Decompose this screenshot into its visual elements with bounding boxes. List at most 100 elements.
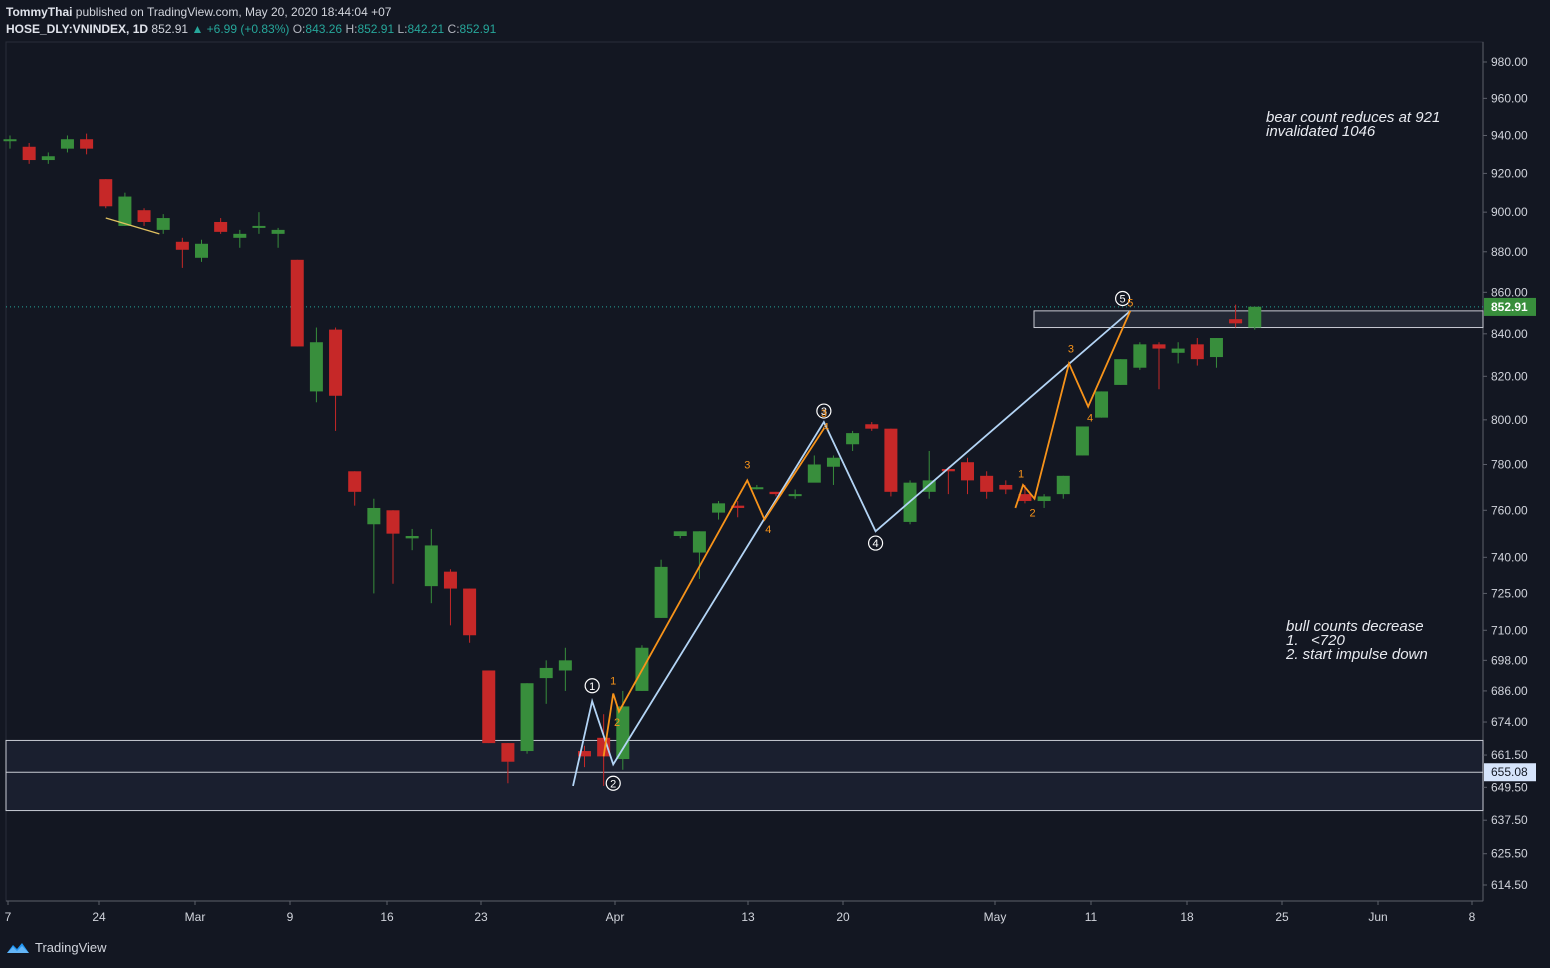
candle-body xyxy=(750,487,764,490)
symbol-name[interactable]: HOSE_DLY:VNINDEX, 1D xyxy=(6,22,149,36)
minor-wave-label: 3 xyxy=(1068,344,1074,356)
time-tick-label: 20 xyxy=(836,910,850,924)
candle-body xyxy=(980,475,994,492)
candle-body xyxy=(731,505,745,508)
candle-body xyxy=(367,507,381,525)
candle-body xyxy=(1037,496,1051,502)
brand-name: TradingView xyxy=(35,940,107,955)
last-price-tag-label: 852.91 xyxy=(1491,300,1528,314)
candle-body xyxy=(386,510,400,534)
minor-wave-label: 2 xyxy=(1030,508,1036,520)
close-value: 852.91 xyxy=(459,22,497,36)
candle-body xyxy=(252,225,266,228)
candle-body xyxy=(463,588,477,636)
candle-body xyxy=(1190,344,1204,360)
price-tick-label: 940.00 xyxy=(1491,128,1528,142)
candle-body xyxy=(712,503,726,513)
candle-body xyxy=(616,706,630,760)
price-tick-label: 740.00 xyxy=(1491,550,1528,564)
candle-body xyxy=(1114,359,1128,385)
time-axis[interactable]: 7 24 Mar 9 16 23 Apr 13 20 May 11 18 25 Jun 8 xyxy=(5,901,1476,924)
candle-body xyxy=(692,531,706,553)
minor-wave-label: 1 xyxy=(610,676,616,688)
price-tick-label: 661.50 xyxy=(1491,748,1528,762)
candle-body xyxy=(175,241,189,250)
candle-body xyxy=(348,471,362,492)
candle-body xyxy=(1248,306,1262,328)
candle-body xyxy=(214,221,228,232)
candle-body xyxy=(99,179,113,207)
major-wave-marker xyxy=(867,535,884,551)
open-label: O: xyxy=(292,22,306,36)
candle-body xyxy=(329,329,343,396)
candle-body xyxy=(865,424,879,429)
candle-body xyxy=(41,156,55,161)
candle-body xyxy=(195,243,208,258)
minor-wave-label: 4 xyxy=(1087,413,1093,425)
candle-body xyxy=(1152,344,1166,349)
major-wave-marker xyxy=(816,403,832,419)
minor-wave-label: 5 xyxy=(1127,298,1133,310)
close-label: C: xyxy=(447,22,460,36)
price-tick-label: 674.00 xyxy=(1491,715,1528,729)
author-name[interactable]: TommyThai xyxy=(6,5,73,19)
minor-wave-label: 4 xyxy=(823,421,829,433)
major-wave-label: 2 xyxy=(610,778,616,790)
candle-body xyxy=(884,428,898,492)
low-value: 842.21 xyxy=(407,22,445,36)
price-tick-label: 625.50 xyxy=(1491,847,1528,861)
level-price-tag-label: 655.08 xyxy=(1491,765,1528,779)
candle-body xyxy=(654,566,668,618)
symbol-legend: HOSE_DLY:VNINDEX, 1D 852.91 ▲ +6.99 (+0.… xyxy=(6,22,496,36)
candle-body xyxy=(922,480,936,492)
price-tick-label: 800.00 xyxy=(1491,413,1528,427)
minor-wave-label: 4 xyxy=(765,524,771,536)
major-wave-label: 3 xyxy=(821,406,827,418)
candle-body xyxy=(1209,338,1223,358)
price-zone-2 xyxy=(5,739,1484,812)
candles xyxy=(3,133,1262,786)
price-tick-label: 900.00 xyxy=(1491,205,1528,219)
price-tick-label: 880.00 xyxy=(1491,245,1528,259)
candle-body xyxy=(539,667,553,679)
price-tick-label: 649.50 xyxy=(1491,780,1528,794)
publish-line: published on TradingView.com, May 20, 20… xyxy=(72,5,392,19)
price-tick-label: 820.00 xyxy=(1491,369,1528,383)
candle-body xyxy=(846,433,860,445)
footer-brand[interactable]: TradingView xyxy=(6,940,107,955)
candle-body xyxy=(501,743,515,762)
publish-info: TommyThai published on TradingView.com, … xyxy=(6,5,391,19)
price-tick-label: 698.00 xyxy=(1491,653,1528,667)
trend-line xyxy=(105,217,160,235)
candle-body xyxy=(3,139,17,142)
price-tick-label: 840.00 xyxy=(1491,327,1528,341)
price-tick-label: 637.50 xyxy=(1491,813,1528,827)
last-price: 852.91 xyxy=(151,22,189,36)
last-price-tag xyxy=(1484,297,1536,316)
candle-body xyxy=(807,464,821,483)
candle-body xyxy=(558,660,572,671)
price-tick-label: 920.00 xyxy=(1491,166,1528,180)
candle-body xyxy=(1133,344,1147,368)
minor-wave-label: 2 xyxy=(614,717,620,729)
candle-body xyxy=(137,210,151,222)
price-tick-label: 860.00 xyxy=(1491,285,1528,299)
minor-wave-label: 3 xyxy=(821,408,827,420)
candle-body xyxy=(482,670,496,744)
candle-body xyxy=(80,139,94,149)
candle-body xyxy=(826,457,840,467)
price-tick-label: 960.00 xyxy=(1491,91,1528,105)
price-tick-label: 980.00 xyxy=(1491,55,1528,69)
major-wave-label: 4 xyxy=(873,538,879,550)
minor-wave-label: 1 xyxy=(1018,469,1024,481)
bear-count-note: bear count reduces at 921 invalidated 10… xyxy=(1266,109,1441,140)
low-label: L: xyxy=(397,22,408,36)
time-tick-label: 13 xyxy=(741,910,755,924)
price-axis[interactable]: 980.00 960.00 940.00 920.00 900.00 880.00 860.… xyxy=(1483,55,1528,892)
candle-body xyxy=(156,218,170,230)
price-change: ▲ +6.99 (+0.83%) xyxy=(191,22,290,36)
candle-body xyxy=(22,146,36,161)
high-value: 852.91 xyxy=(357,22,395,36)
time-tick-label: Mar xyxy=(185,910,206,924)
